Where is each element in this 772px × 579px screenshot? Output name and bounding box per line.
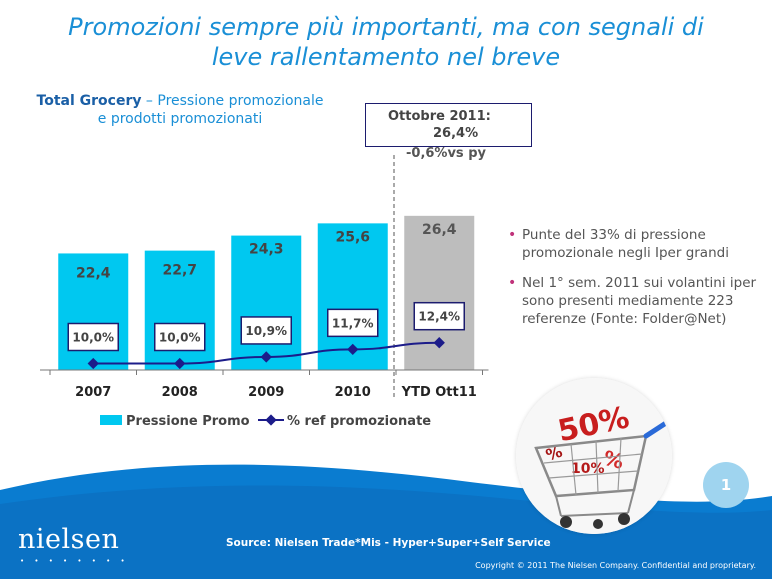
bar-2009 — [231, 235, 302, 370]
chart: 22,4 22,7 24,3 25,6 26,4 2007 2008 2009 2010 YTD … — [40, 155, 489, 429]
bar-value-label: 24,3 — [249, 242, 284, 258]
subtitle-strong: Total Grocery — [36, 93, 142, 109]
callout-box: Ottobre 2011: 26,4% — [365, 103, 532, 147]
shopping-cart-icon: 50% % % 10% — [516, 378, 672, 534]
slide-title: Promozioni sempre più importanti, ma con… — [0, 12, 772, 72]
bullet-item: • Nel 1° sem. 2011 sui volantini iper so… — [508, 274, 758, 328]
line-label-box — [327, 308, 379, 338]
line-value-label: 11,7% — [332, 316, 374, 330]
page-number-badge: 1 — [703, 462, 749, 508]
nielsen-logo: nielsen — [18, 524, 120, 555]
bullet-item: • Punte del 33% di pressione promozional… — [508, 226, 758, 262]
source-note: Source: Nielsen Trade*Mis - Hyper+Super+… — [226, 537, 551, 549]
line-point-marker — [260, 351, 272, 363]
line-value-label: 10,0% — [159, 331, 201, 345]
line-point-marker — [174, 357, 186, 370]
bar-value-label: 22,7 — [162, 263, 197, 279]
svg-text:10%: 10% — [571, 461, 605, 477]
bar-value-label: 26,4 — [422, 222, 457, 238]
line-label-box — [240, 316, 292, 345]
line-label-box — [413, 301, 465, 331]
x-tick-label: 2008 — [162, 385, 198, 400]
logo-dots: • • • • • • • • — [20, 557, 129, 565]
legend-swatch-bar — [100, 415, 122, 425]
bullet-icon: • — [508, 227, 517, 243]
bar-value-label: 22,4 — [76, 265, 111, 281]
bullet-icon: • — [508, 275, 517, 291]
bullet-list: • Punte del 33% di pressione promozional… — [508, 226, 758, 340]
callout-line-3: -0,6%vs py — [406, 146, 486, 161]
legend-label-bar: Pressione Promo — [126, 414, 250, 429]
x-tick-label: 2009 — [248, 385, 284, 400]
line-point-marker — [433, 337, 445, 349]
callout-line-1: Ottobre 2011: — [388, 109, 491, 124]
legend-swatch-marker — [265, 414, 277, 426]
subtitle-rest: – Pressione promozionale — [141, 93, 324, 109]
line-label-box — [67, 322, 119, 352]
callout-line-2: 26,4% — [433, 126, 479, 141]
title-line-2: leve rallentamento nel breve — [211, 43, 561, 71]
chart-subtitle: Total Grocery – Pressione promozionale e… — [10, 92, 350, 128]
legend-label-line: % ref promozionate — [287, 414, 431, 429]
line-label-box — [154, 322, 206, 352]
title-line-1: Promozioni sempre più importanti, ma con… — [68, 13, 704, 41]
bullet-text: Punte del 33% di pressione promozionale … — [522, 227, 729, 261]
x-tick-label: 2010 — [335, 385, 371, 400]
bullet-text: Nel 1° sem. 2011 sui volantini iper sono… — [522, 275, 757, 327]
x-tick-label: 2007 — [75, 385, 111, 400]
subtitle-line-2: e prodotti promozionati — [97, 111, 263, 127]
x-tick-label: YTD Ott11 — [401, 385, 477, 400]
shopping-cart-image: 50% % % 10% — [516, 378, 672, 534]
line-point-marker — [347, 343, 359, 356]
bar-value-label: 25,6 — [335, 229, 370, 245]
line-value-label: 10,9% — [245, 324, 287, 338]
copyright-note: Copyright © 2011 The Nielsen Company. Co… — [475, 561, 756, 570]
line-value-label: 12,4% — [418, 310, 460, 324]
line-value-label: 10,0% — [72, 331, 114, 345]
